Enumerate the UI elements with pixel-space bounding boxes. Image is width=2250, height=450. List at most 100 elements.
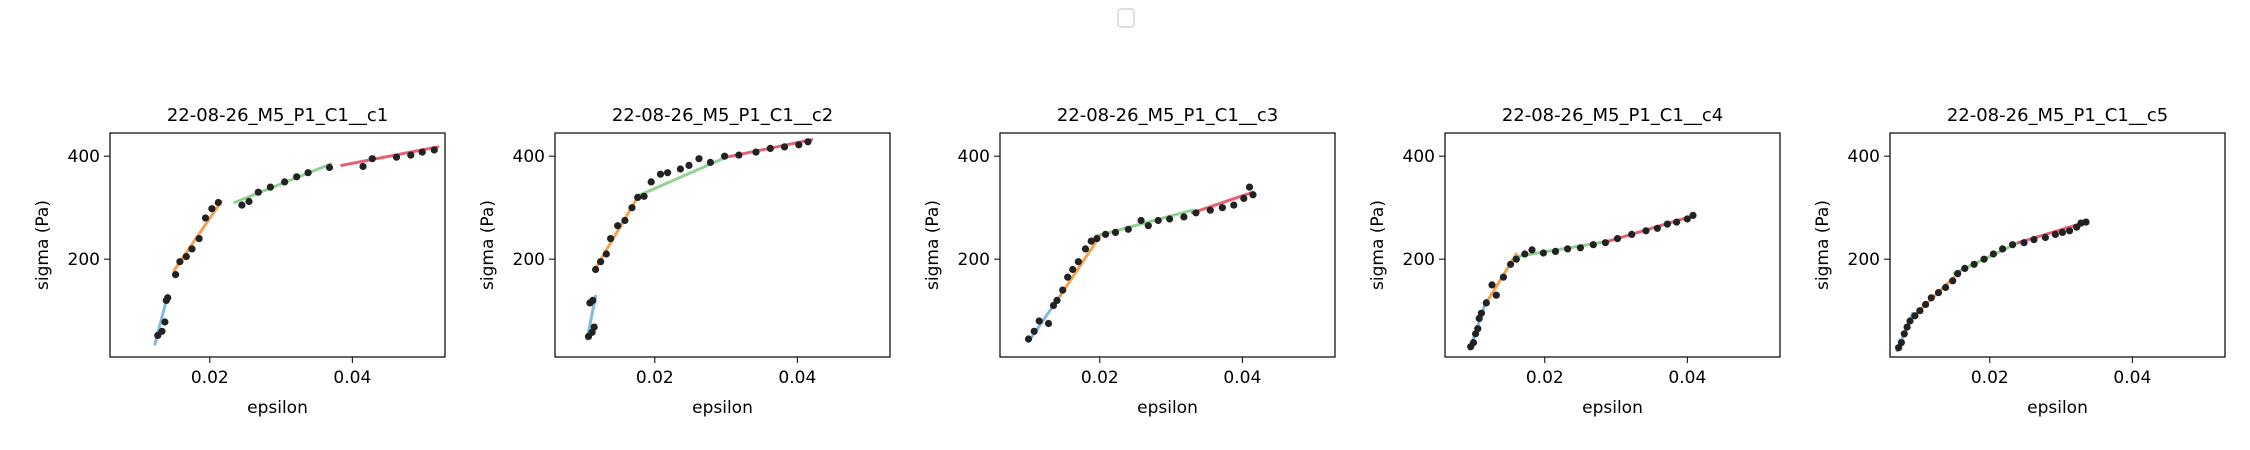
y-tick-label: 400 (1848, 147, 1880, 167)
x-tick-label: 0.02 (1971, 368, 2009, 388)
data-point (597, 258, 605, 266)
data-point (735, 151, 743, 159)
data-point (1897, 339, 1905, 347)
data-point (1673, 218, 1681, 226)
data-point (1093, 235, 1101, 243)
axes-frame (1889, 132, 2226, 358)
data-point (1551, 247, 1560, 255)
x-axis-label: epsilon (2027, 398, 2088, 418)
chart-panel: 22-08-26_M5_P1_C1__c5 0.02 0.04 200 400 epsil… (1813, 105, 2226, 418)
data-point (2030, 236, 2038, 244)
data-point (766, 144, 774, 152)
data-point (1137, 216, 1145, 225)
data-point (1192, 209, 1200, 217)
data-point (1961, 264, 1969, 272)
data-point (1144, 222, 1152, 230)
data-point (1576, 244, 1584, 252)
data-point (1059, 286, 1067, 294)
y-axis-label: sigma (Pa) (478, 200, 498, 290)
fit-line (1059, 234, 1102, 297)
chart-panel: 22-08-26_M5_P1_C1__c4 0.02 0.04 200 400 epsil… (1368, 105, 1781, 418)
data-point (1166, 215, 1174, 223)
data-point (195, 235, 203, 243)
axes-frame (109, 132, 446, 358)
data-point (685, 161, 693, 169)
data-point (238, 201, 246, 209)
data-point (607, 235, 615, 243)
data-point (804, 138, 812, 146)
data-point (1906, 317, 1914, 325)
data-point (214, 198, 222, 207)
x-tick-label: 0.02 (1526, 368, 1564, 388)
data-point (1564, 245, 1572, 253)
data-point (1064, 273, 1072, 281)
y-tick-label: 200 (513, 250, 545, 270)
data-point (2020, 239, 2028, 247)
chart-title: 22-08-26_M5_P1_C1__c3 (1057, 105, 1278, 126)
data-point (1689, 211, 1697, 219)
data-point (1999, 245, 2007, 253)
y-axis-label: sigma (Pa) (33, 200, 53, 290)
data-point (325, 163, 334, 172)
x-axis-label: epsilon (692, 398, 753, 418)
data-point (1642, 227, 1650, 235)
data-point (359, 162, 367, 171)
data-point (1903, 323, 1911, 331)
data-point (1030, 327, 1038, 335)
data-point (1628, 230, 1636, 238)
data-point (1911, 312, 1919, 320)
data-point (721, 152, 729, 160)
x-tick-label: 0.02 (636, 368, 674, 388)
data-point (1154, 216, 1162, 225)
data-point (430, 146, 438, 154)
data-point (1081, 245, 1090, 253)
data-point (1521, 250, 1529, 258)
data-point (628, 204, 636, 212)
y-tick-label: 400 (1403, 147, 1435, 167)
data-point (1934, 289, 1943, 297)
data-point (1954, 270, 1962, 278)
x-tick-label: 0.04 (778, 368, 816, 388)
data-point (1528, 246, 1536, 254)
data-point (1499, 273, 1507, 281)
data-point (2058, 228, 2067, 236)
data-point (1482, 299, 1490, 307)
data-point (161, 318, 169, 326)
data-point (1613, 235, 1622, 243)
data-point (293, 173, 301, 181)
data-point (1469, 339, 1478, 347)
data-point (656, 170, 665, 178)
data-point (1111, 228, 1120, 236)
data-point (1492, 291, 1500, 299)
axes-frame (554, 132, 891, 358)
y-tick-label: 200 (958, 250, 990, 270)
data-point (676, 165, 685, 173)
data-point (1240, 194, 1248, 202)
chart-panel: 22-08-26_M5_P1_C1__c1 0.02 0.04 200 400 epsil… (33, 105, 446, 418)
data-point (1922, 300, 1930, 309)
data-point (1927, 294, 1935, 302)
y-tick-label: 200 (1848, 250, 1880, 270)
x-tick-label: 0.02 (1081, 368, 1119, 388)
data-point (780, 143, 789, 151)
x-tick-label: 0.04 (1668, 368, 1706, 388)
data-point (706, 158, 715, 166)
chart-title: 22-08-26_M5_P1_C1__c1 (167, 105, 388, 126)
data-point (1087, 237, 1095, 245)
data-point (1101, 230, 1110, 238)
data-point (1589, 241, 1597, 249)
data-point (1970, 260, 1978, 268)
data-point (1477, 309, 1485, 317)
y-tick-label: 200 (68, 250, 100, 270)
x-axis-label: epsilon (1582, 398, 1643, 418)
chart-title: 22-08-26_M5_P1_C1__c2 (612, 105, 833, 126)
data-point (407, 151, 415, 159)
x-tick-label: 0.02 (191, 368, 229, 388)
data-point (418, 148, 426, 156)
data-point (795, 141, 803, 149)
data-point (695, 155, 703, 163)
data-point (1989, 250, 1997, 258)
data-point (1980, 255, 1988, 263)
y-tick-label: 200 (1403, 250, 1435, 270)
